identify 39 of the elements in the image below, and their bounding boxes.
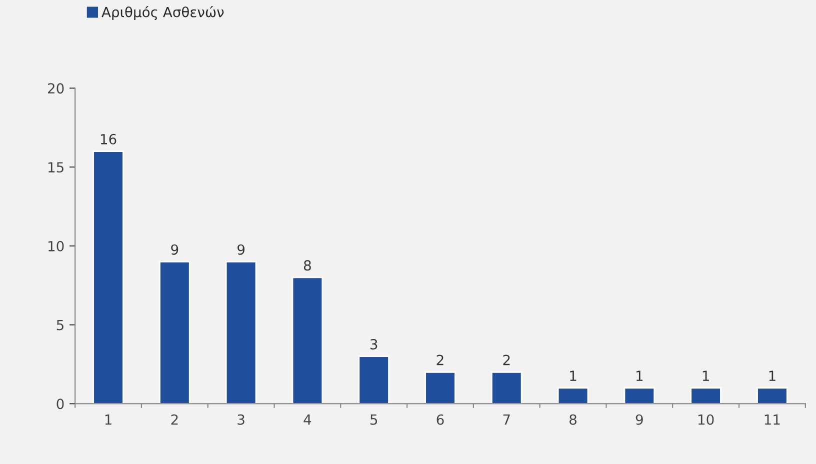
y-tick-label: 10 xyxy=(48,240,64,252)
data-label: 8 xyxy=(304,260,311,271)
data-label: 1 xyxy=(570,370,576,381)
x-tick-label: 7 xyxy=(503,414,510,425)
bar xyxy=(690,387,722,404)
bar xyxy=(424,371,456,404)
data-label: 1 xyxy=(702,370,709,381)
bar xyxy=(756,387,788,404)
data-label: 9 xyxy=(171,244,178,255)
data-label: 2 xyxy=(503,354,510,366)
data-label: 16 xyxy=(100,134,116,144)
bar xyxy=(358,356,390,404)
x-tick-label: 4 xyxy=(304,414,312,425)
legend-label: Αριθμός Ασθενών xyxy=(102,6,224,20)
x-tick-label: 6 xyxy=(436,414,444,425)
bar xyxy=(292,276,324,404)
bar xyxy=(159,261,190,404)
x-tick-label: 11 xyxy=(764,414,780,425)
x-tick-label: 5 xyxy=(370,414,378,425)
x-tick-label: 3 xyxy=(238,414,244,425)
x-tick-label: 10 xyxy=(698,414,714,425)
data-label: 1 xyxy=(636,370,643,381)
y-tick-label: 20 xyxy=(48,83,64,94)
bar xyxy=(490,371,522,404)
data-label: 3 xyxy=(370,338,378,350)
data-label: 2 xyxy=(436,354,444,366)
bar xyxy=(624,387,656,404)
bar xyxy=(557,387,589,404)
bar xyxy=(92,150,124,404)
data-label: 1 xyxy=(769,370,776,381)
y-tick-label: 15 xyxy=(48,162,64,173)
data-label: 9 xyxy=(238,244,244,255)
bar xyxy=(225,261,257,404)
y-tick-label: 0 xyxy=(56,398,64,410)
x-tick-label: 2 xyxy=(171,414,178,425)
y-tick-label: 5 xyxy=(56,320,64,330)
x-tick-label: 1 xyxy=(105,414,112,425)
x-tick-label: 9 xyxy=(636,414,643,425)
x-tick-label: 8 xyxy=(570,414,576,425)
